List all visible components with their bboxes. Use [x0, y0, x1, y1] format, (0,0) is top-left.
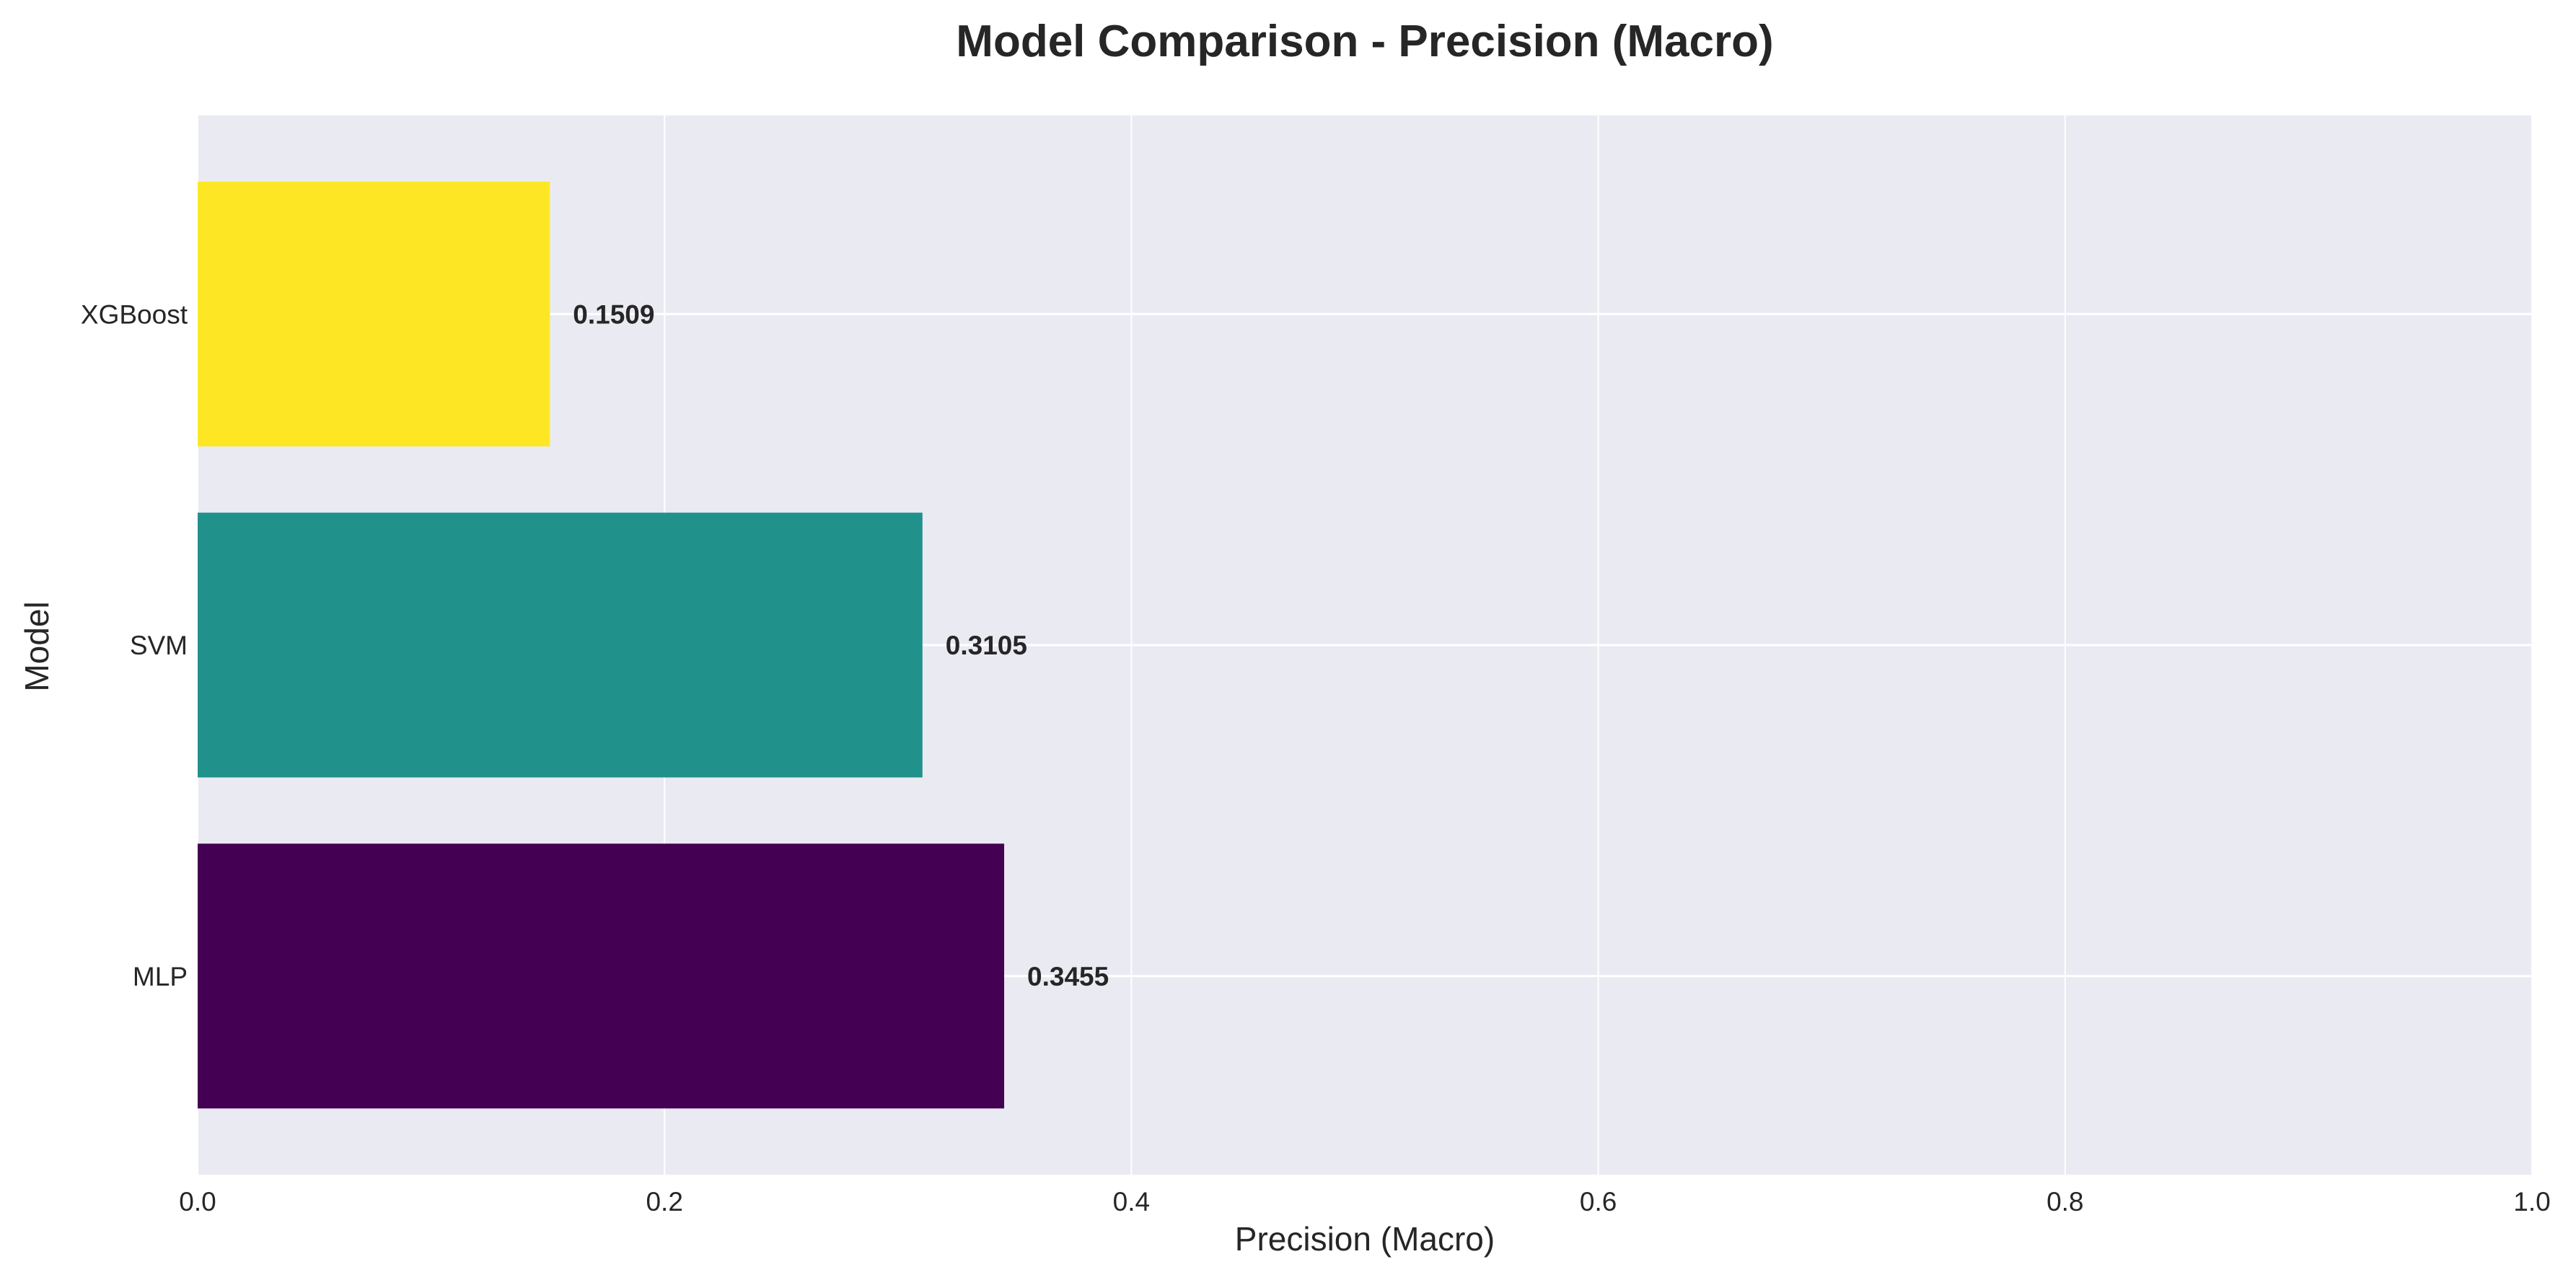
- x-tick-labels: 0.0 0.2 0.4 0.6 0.8 1.0: [179, 1187, 2550, 1217]
- y-tick-labels: XGBoost SVM MLP: [81, 299, 188, 991]
- y-axis-label: Model: [18, 601, 56, 691]
- x-tick-label: 0.6: [1580, 1187, 1617, 1217]
- data-label: 0.1509: [573, 299, 654, 329]
- y-tick-label: MLP: [133, 962, 188, 991]
- x-tick-label: 0.2: [646, 1187, 682, 1217]
- x-tick-label: 0.8: [2047, 1187, 2083, 1217]
- bar-xgboost: [198, 181, 550, 447]
- bar-svm: [198, 512, 923, 778]
- data-labels: 0.1509 0.3105 0.3455: [573, 299, 1109, 991]
- x-tick-label: 0.4: [1113, 1187, 1150, 1217]
- chart-title: Model Comparison - Precision (Macro): [956, 17, 1773, 66]
- y-tick-label: XGBoost: [81, 299, 188, 329]
- bar-mlp: [198, 843, 1005, 1109]
- x-tick-label: 0.0: [179, 1187, 216, 1217]
- bars: [198, 181, 1005, 1109]
- data-label: 0.3455: [1027, 962, 1109, 991]
- y-tick-label: SVM: [130, 631, 188, 660]
- x-tick-label: 1.0: [2513, 1187, 2550, 1217]
- data-label: 0.3105: [946, 631, 1027, 660]
- x-axis-label: Precision (Macro): [1235, 1220, 1495, 1258]
